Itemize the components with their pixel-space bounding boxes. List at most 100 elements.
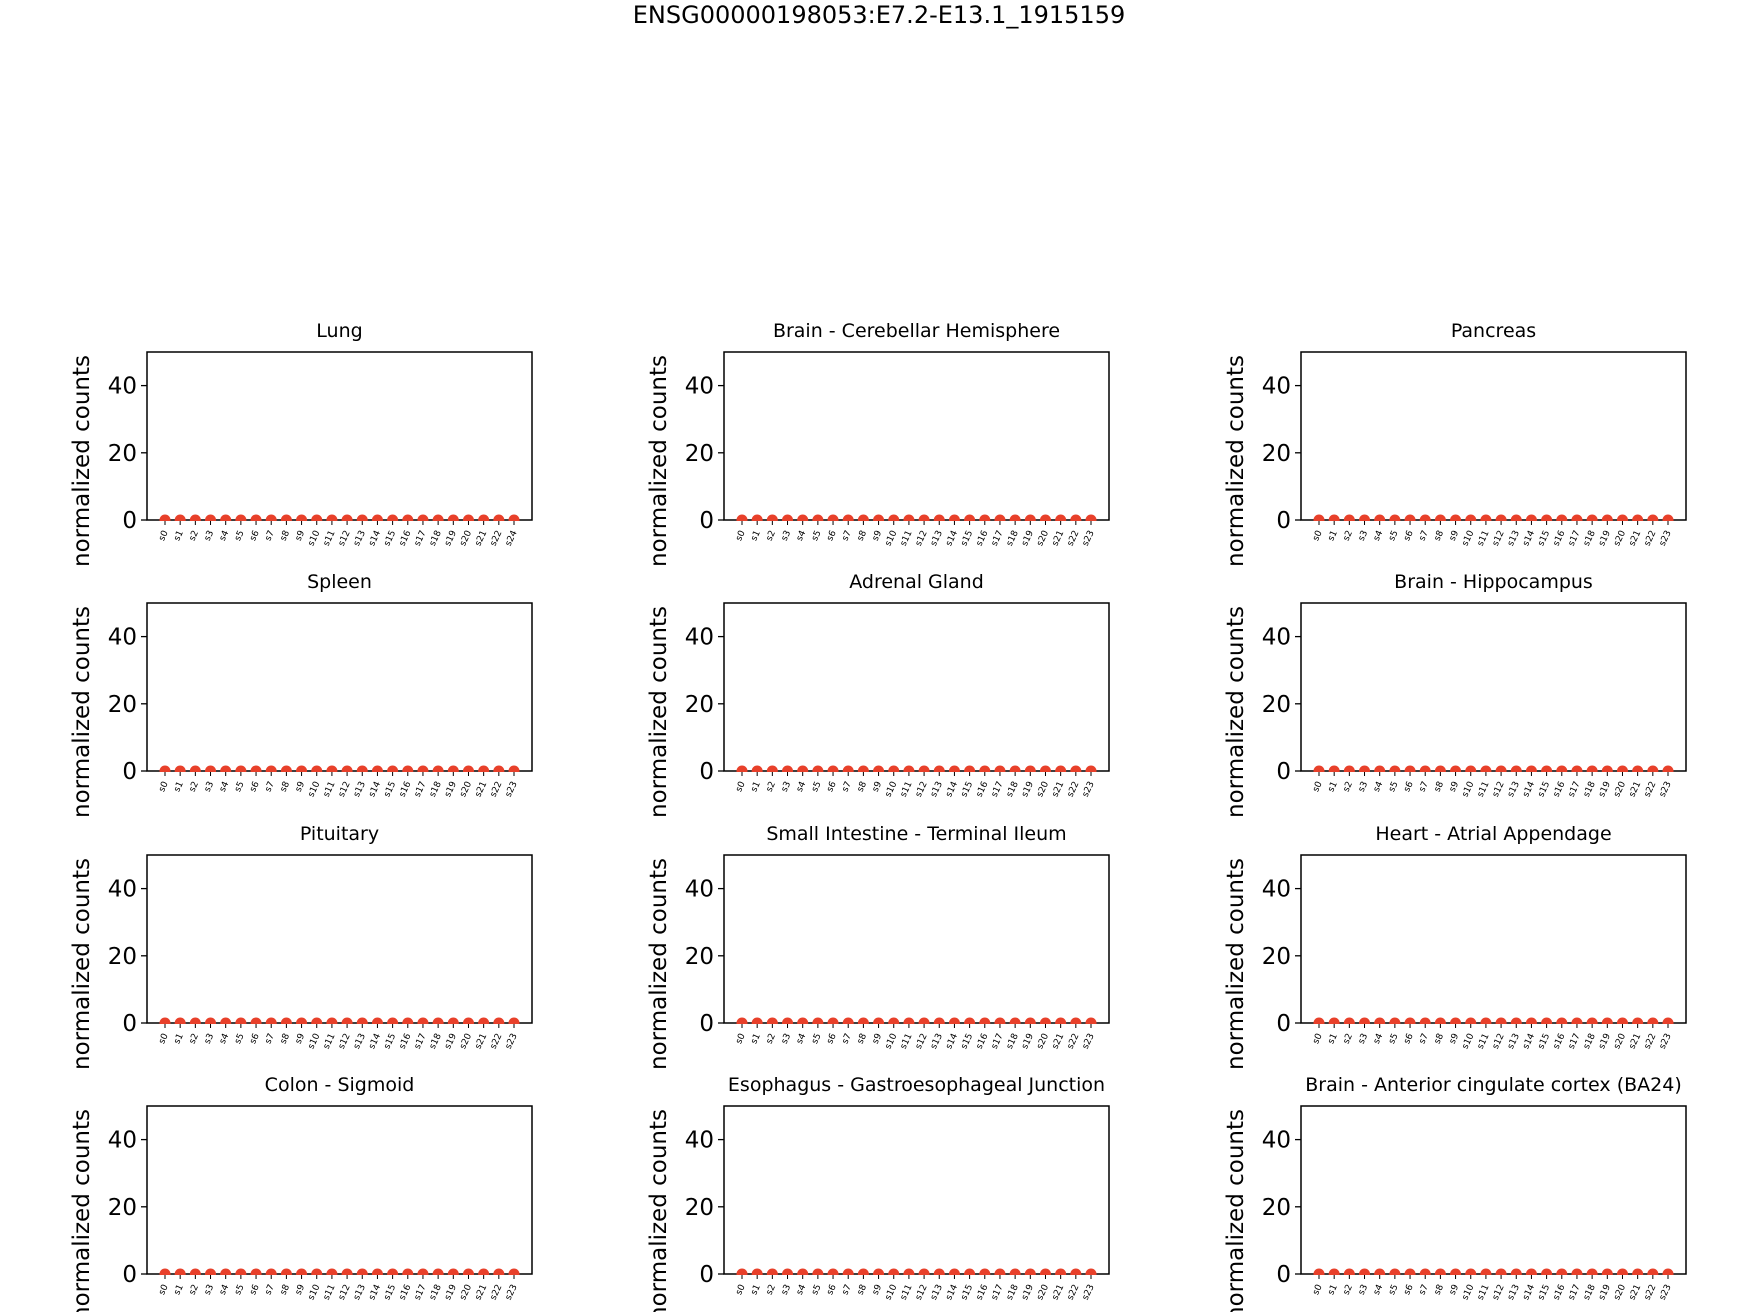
data-point (296, 1017, 308, 1024)
x-tick-label: s20 (458, 780, 474, 799)
data-point (1404, 1017, 1416, 1024)
x-tick-label: s7 (840, 780, 853, 794)
data-point (250, 1268, 262, 1275)
data-point (1465, 765, 1477, 772)
x-tick-label: s20 (458, 529, 474, 548)
x-tick-label: s15 (1536, 1032, 1552, 1051)
x-tick-label: s9 (1448, 780, 1462, 794)
x-tick-label: s5 (810, 529, 823, 543)
data-point (1480, 1268, 1492, 1275)
y-tick-label: 20 (1262, 692, 1291, 718)
data-point (1009, 1017, 1021, 1024)
data-point (1541, 514, 1553, 521)
y-axis-label: normalized counts (69, 858, 95, 1070)
data-point (1085, 765, 1097, 772)
x-tick-label: s16 (398, 780, 414, 799)
x-tick-label: s19 (1597, 1032, 1613, 1051)
data-point (265, 1268, 277, 1275)
data-point (766, 765, 778, 772)
panel-title: Brain - Anterior cingulate cortex (BA24) (1305, 1074, 1681, 1096)
axes-frame (1300, 351, 1687, 521)
data-point (1313, 765, 1325, 772)
x-tick-label: s16 (398, 529, 414, 548)
data-point (1039, 765, 1051, 772)
data-point (766, 1268, 778, 1275)
data-point (402, 1268, 414, 1275)
x-tick-label: s4 (218, 529, 232, 543)
data-point (296, 514, 308, 521)
x-tick-label: s4 (218, 1283, 232, 1297)
x-tick-label: s15 (959, 529, 975, 548)
chart-panel: Brain - Anterior cingulate cortex (BA24)… (1223, 1074, 1687, 1312)
data-point (280, 514, 292, 521)
x-tick-label: s16 (1552, 1032, 1568, 1051)
x-tick-label: s11 (322, 1283, 338, 1302)
data-point (1632, 1017, 1644, 1024)
axes-frame (1300, 854, 1687, 1024)
panel-title: Small Intestine - Terminal Ileum (766, 823, 1066, 845)
data-point (478, 765, 490, 772)
x-tick-label: s9 (1448, 1283, 1462, 1297)
data-point (751, 1017, 763, 1024)
x-tick-label: s11 (1476, 780, 1492, 799)
data-point (812, 1268, 824, 1275)
data-point (1647, 765, 1659, 772)
x-tick-label: s7 (840, 529, 853, 543)
data-point (1419, 1268, 1431, 1275)
x-tick-label: s2 (188, 1283, 201, 1297)
data-point (341, 514, 353, 521)
x-tick-label: s21 (1050, 780, 1066, 799)
data-point (918, 514, 930, 521)
x-tick-label: s3 (1357, 529, 1370, 543)
x-tick-label: s18 (1005, 529, 1021, 548)
x-tick-label: s2 (1342, 529, 1355, 543)
x-tick-label: s16 (1552, 529, 1568, 548)
y-axis-label: normalized counts (1223, 858, 1249, 1070)
data-point (250, 1017, 262, 1024)
y-tick-label: 20 (685, 692, 714, 718)
data-point (462, 1017, 474, 1024)
data-point (478, 514, 490, 521)
y-tick-label: 0 (699, 759, 714, 785)
axes-frame (723, 351, 1110, 521)
data-point (1571, 1017, 1583, 1024)
x-tick-label: s10 (307, 780, 323, 799)
x-tick-label: s2 (188, 780, 201, 794)
x-tick-label: s10 (884, 1283, 900, 1302)
x-tick-label: s9 (294, 780, 308, 794)
x-tick-label: s14 (367, 529, 383, 548)
y-tick-label: 40 (1262, 877, 1291, 903)
data-point (387, 1268, 399, 1275)
data-point (280, 1017, 292, 1024)
data-point (205, 514, 217, 521)
x-tick-label: s21 (473, 529, 489, 548)
x-tick-label: s15 (382, 1283, 398, 1302)
data-point (1039, 1017, 1051, 1024)
x-tick-label: s15 (959, 1283, 975, 1302)
data-point (508, 514, 520, 521)
x-tick-label: s10 (1461, 529, 1477, 548)
x-tick-label: s23 (1658, 1283, 1674, 1302)
x-tick-label: s5 (1387, 1032, 1400, 1046)
x-tick-label: s13 (1506, 1032, 1522, 1051)
data-point (842, 1268, 854, 1275)
axes-frame (146, 602, 533, 772)
y-tick-label: 20 (685, 1195, 714, 1221)
x-tick-label: s3 (780, 1032, 793, 1046)
x-tick-label: s10 (884, 780, 900, 799)
x-tick-label: s18 (1582, 1283, 1598, 1302)
x-tick-label: s14 (367, 1032, 383, 1051)
y-tick-label: 0 (1276, 1262, 1291, 1288)
y-axis-label: normalized counts (1223, 1109, 1249, 1312)
data-point (1359, 514, 1371, 521)
x-tick-label: s18 (428, 780, 444, 799)
data-point (918, 765, 930, 772)
x-tick-label: s0 (1311, 780, 1325, 794)
data-point (888, 1017, 900, 1024)
x-tick-label: s13 (929, 529, 945, 548)
data-point (159, 765, 171, 772)
x-tick-label: s14 (1521, 529, 1537, 548)
data-point (462, 514, 474, 521)
x-tick-label: s0 (157, 1032, 171, 1046)
